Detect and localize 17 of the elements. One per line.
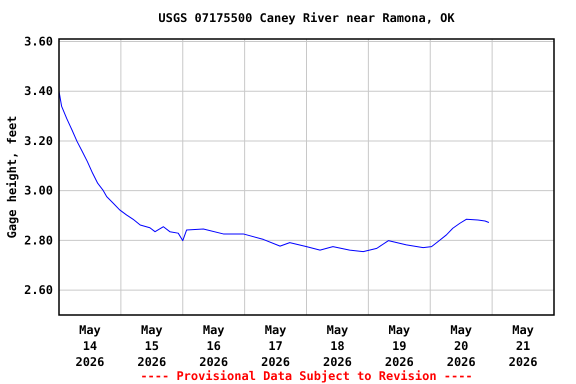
x-tick-label: May 21 2026 xyxy=(508,323,538,369)
x-tick-label: May 16 2026 xyxy=(199,323,228,369)
y-tick-label: 2.80 xyxy=(24,233,53,248)
x-tick-label: May 19 2026 xyxy=(384,323,414,369)
x-tick-label: May 18 2026 xyxy=(322,323,352,369)
y-tick-label: 2.60 xyxy=(24,283,53,298)
x-tick-label: May 14 2026 xyxy=(75,323,104,369)
x-tick-label: May 15 2026 xyxy=(137,323,166,369)
y-axis-title: Gage height, feet xyxy=(5,116,19,238)
text: ---- Provisional Data Subject to Revision ---- xyxy=(140,369,473,383)
y-tick-label: 3.40 xyxy=(24,84,53,98)
x-tick-label: May 20 2026 xyxy=(446,323,476,369)
y-tick-label: 3.00 xyxy=(24,184,53,198)
chart-title: USGS 07175500 Caney River near Ramona, OK xyxy=(158,11,456,25)
x-tick-label: May 17 2026 xyxy=(261,323,290,369)
y-tick-label: 3.20 xyxy=(24,134,53,148)
y-tick-label: 3.60 xyxy=(24,34,53,48)
